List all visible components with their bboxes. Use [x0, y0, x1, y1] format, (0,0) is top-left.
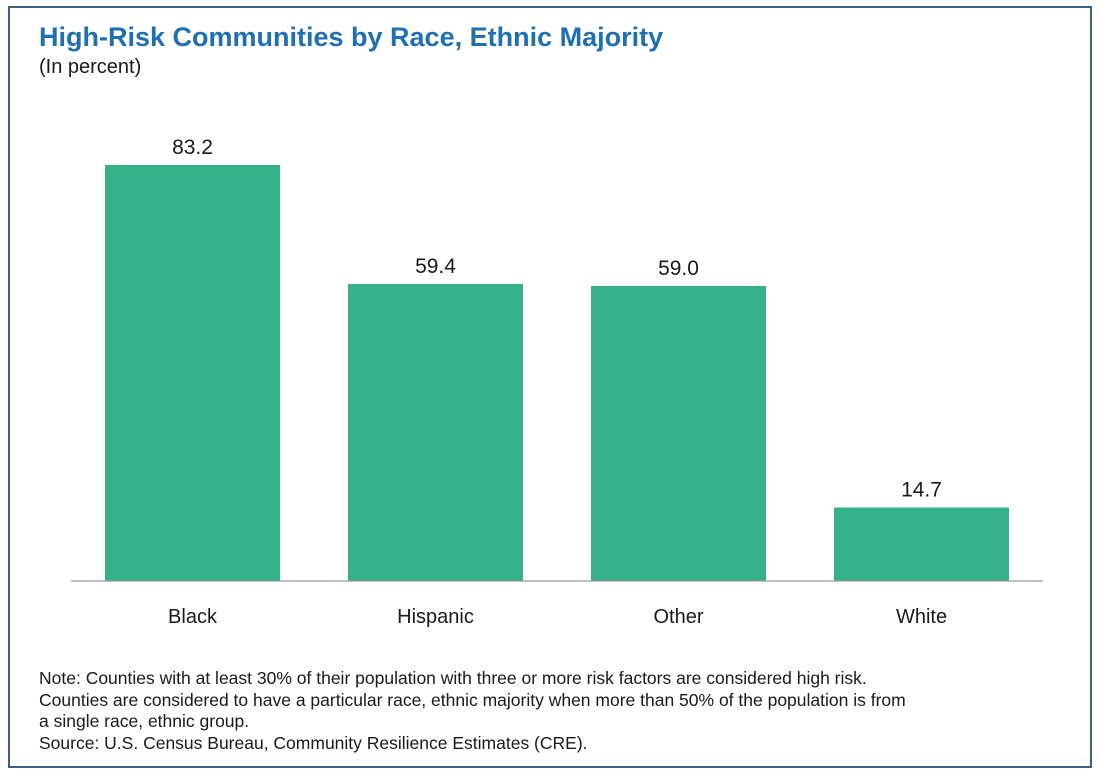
bar-white: [834, 507, 1009, 581]
category-label-hispanic: Hispanic: [397, 606, 474, 628]
bars-group: [105, 165, 1009, 581]
bar-other: [591, 286, 766, 581]
chart-title: High-Risk Communities by Race, Ethnic Ma…: [39, 22, 664, 52]
chart-notes: Note: Counties with at least 30% of thei…: [39, 668, 1059, 754]
category-label-other: Other: [653, 606, 703, 628]
value-label-hispanic: 59.4: [415, 255, 456, 278]
bar-hispanic: [348, 284, 523, 581]
category-labels-group: Black Hispanic Other White: [168, 606, 947, 628]
bar-black: [105, 165, 280, 581]
chart-frame: [8, 6, 1092, 768]
source-line: Source: U.S. Census Bureau, Community Re…: [39, 732, 588, 753]
note-line: Counties are considered to have a partic…: [39, 689, 906, 710]
value-label-other: 59.0: [658, 257, 699, 280]
category-label-black: Black: [168, 606, 218, 628]
note-line: a single race, ethnic group.: [39, 711, 250, 731]
note-line: Note: Counties with at least 30% of thei…: [39, 668, 867, 688]
value-label-black: 83.2: [172, 136, 213, 159]
chart-subtitle: (In percent): [39, 56, 142, 78]
value-labels-group: 83.2 59.4 59.0 14.7: [172, 136, 942, 502]
category-label-white: White: [896, 606, 947, 628]
value-label-white: 14.7: [901, 479, 942, 502]
